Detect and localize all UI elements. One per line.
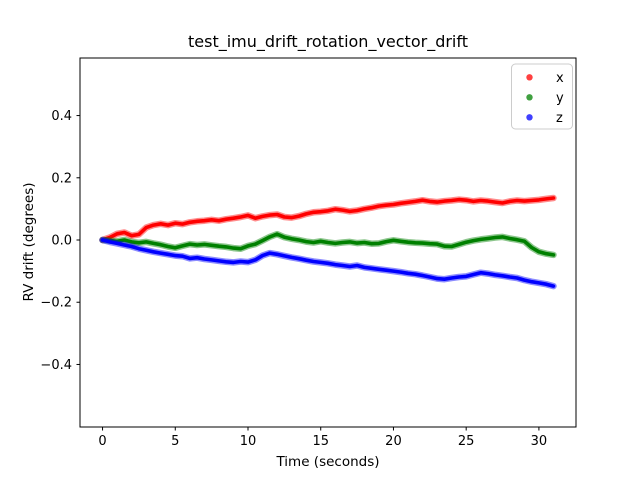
x-tick-label: 30 [531,434,548,449]
legend-box [511,63,573,130]
y-tick-label: 0.0 [51,234,72,249]
x-tick-label: 5 [171,434,179,449]
legend-marker-x [526,74,533,81]
chart-title: test_imu_drift_rotation_vector_drift [188,32,468,51]
y-axis-label: RV drift (degrees) [21,182,37,302]
series-y-line [100,232,556,257]
y-tick-label: 0.4 [51,109,72,124]
x-axis-label: Time (seconds) [276,454,380,470]
x-tick-label: 25 [458,434,475,449]
y-tick-label: −0.2 [40,296,72,311]
legend-marker-y [526,94,533,101]
series-x-line [100,196,556,242]
x-tick-label: 15 [312,434,329,449]
x-tick-label: 0 [98,434,106,449]
legend-marker-z [526,114,533,121]
x-tick-label: 10 [240,434,257,449]
legend-label-x: x [556,71,564,86]
legend-label-z: z [556,111,563,126]
legend-label-y: y [556,91,564,106]
y-tick-label: 0.2 [51,171,72,186]
series-z-line [100,238,556,288]
y-tick-label: −0.4 [40,358,72,373]
x-tick-label: 20 [385,434,402,449]
